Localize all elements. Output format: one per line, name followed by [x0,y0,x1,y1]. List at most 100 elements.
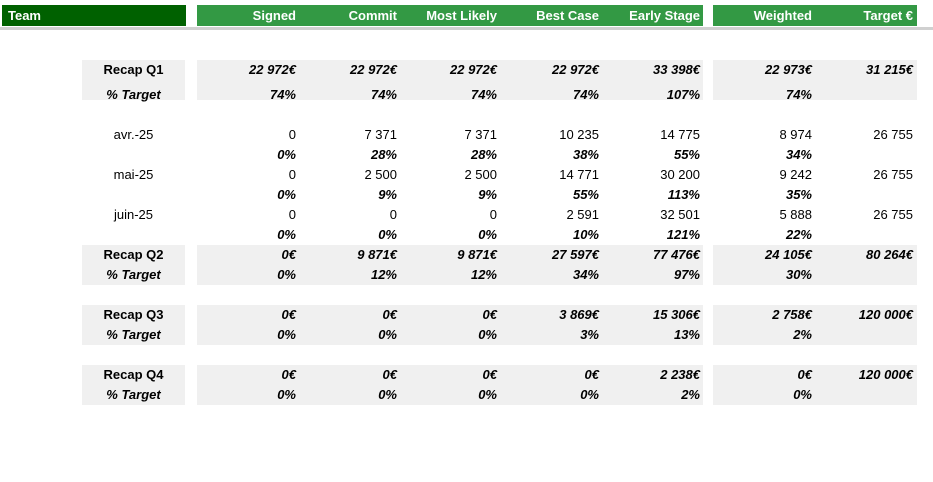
recap-band [713,245,917,285]
cell-most-likely: 9 871€ [457,247,497,262]
row-label: Recap Q1 [103,62,164,77]
cell-best-case: 74% [572,87,599,102]
cell-most-likely: 0% [478,227,497,242]
table-row: 0% 28% 28% 38% 55% 34% [0,145,933,165]
cell-best-case: 10% [572,227,599,242]
cell-target: 80 264€ [866,247,913,262]
row-label: mai-25 [113,167,154,182]
cell-most-likely: 0 [489,207,497,222]
cell-most-likely: 2 500 [464,167,497,182]
header-col-best-case: Best Case [536,8,599,23]
recap-band [82,305,185,345]
cell-signed: 0€ [281,367,296,382]
cell-signed: 0% [277,147,296,162]
cell-early-stage: 2 238€ [660,367,700,382]
cell-weighted: 8 974 [779,127,812,142]
header-team-label: Team [8,8,41,23]
cell-signed: 22 972€ [249,62,296,77]
header-col-early-stage: Early Stage [629,8,700,23]
recap-band [197,245,703,285]
row-label: Recap Q2 [103,247,164,262]
cell-most-likely: 22 972€ [450,62,497,77]
cell-early-stage: 55% [673,147,700,162]
cell-early-stage: 2% [681,387,700,402]
cell-target: 26 755 [873,127,913,142]
row-label: % Target [106,267,161,282]
cell-most-likely: 0% [478,327,497,342]
cell-signed: 0 [288,127,296,142]
cell-signed: 0% [277,387,296,402]
cell-early-stage: 15 306€ [653,307,700,322]
header-divider [0,27,933,30]
cell-best-case: 27 597€ [552,247,599,262]
table-row: Recap Q4 0€ 0€ 0€ 0€ 2 238€ 0€ 120 000€ [0,365,933,385]
cell-commit: 7 371 [364,127,397,142]
table-row: % Target 0% 12% 12% 34% 97% 30% [0,265,933,285]
row-label: Recap Q3 [103,307,164,322]
cell-commit: 2 500 [364,167,397,182]
cell-signed: 0 [288,207,296,222]
cell-signed: 0 [288,167,296,182]
cell-best-case: 0% [580,387,599,402]
cell-most-likely: 0€ [482,367,497,382]
cell-best-case: 0€ [584,367,599,382]
cell-early-stage: 77 476€ [653,247,700,262]
cell-best-case: 10 235 [559,127,599,142]
table-row: 0% 9% 9% 55% 113% 35% [0,185,933,205]
cell-weighted: 74% [785,87,812,102]
cell-weighted: 0% [793,387,812,402]
cell-weighted: 2 758€ [772,307,812,322]
cell-target: 26 755 [873,207,913,222]
cell-weighted: 5 888 [779,207,812,222]
recap-band [82,365,185,405]
cell-weighted: 2% [793,327,812,342]
cell-most-likely: 28% [470,147,497,162]
cell-best-case: 14 771 [559,167,599,182]
cell-best-case: 22 972€ [552,62,599,77]
cell-signed: 0% [277,227,296,242]
cell-commit: 9% [378,187,397,202]
recap-band [197,305,703,345]
cell-signed: 0€ [281,247,296,262]
cell-early-stage: 97% [673,267,700,282]
cell-best-case: 55% [572,187,599,202]
recap-band [713,60,917,100]
recap-band [82,245,185,285]
header-group-weighted [713,5,917,26]
cell-most-likely: 74% [470,87,497,102]
cell-best-case: 3 869€ [559,307,599,322]
cell-commit: 0€ [382,367,397,382]
cell-target: 26 755 [873,167,913,182]
recap-band [197,60,703,100]
cell-commit: 0 [389,207,397,222]
cell-weighted: 0€ [797,367,812,382]
cell-target: 120 000€ [858,367,913,382]
table-row: Recap Q1 22 972€ 22 972€ 22 972€ 22 972€ 33 3… [0,60,933,80]
cell-weighted: 35% [785,187,812,202]
cell-target: 31 215€ [866,62,913,77]
table-row: % Target 0% 0% 0% 0% 2% 0% [0,385,933,405]
cell-signed: 0% [277,267,296,282]
cell-best-case: 3% [580,327,599,342]
header-team: Team [2,5,186,26]
cell-most-likely: 12% [470,267,497,282]
header-col-commit: Commit [348,8,397,23]
cell-weighted: 30% [785,267,812,282]
recap-band [82,60,185,100]
cell-commit: 0% [378,227,397,242]
cell-best-case: 38% [572,147,599,162]
cell-early-stage: 32 501 [660,207,700,222]
cell-most-likely: 0% [478,387,497,402]
cell-commit: 22 972€ [350,62,397,77]
row-label: juin-25 [113,207,154,222]
recap-band [197,365,703,405]
cell-commit: 0% [378,387,397,402]
cell-commit: 0€ [382,307,397,322]
cell-early-stage: 30 200 [660,167,700,182]
cell-most-likely: 0€ [482,307,497,322]
table-row: avr.-25 0 7 371 7 371 10 235 14 775 8 974 26 75… [0,125,933,145]
cell-weighted: 9 242 [779,167,812,182]
cell-commit: 12% [370,267,397,282]
row-label: % Target [106,87,161,102]
table-row: Recap Q2 0€ 9 871€ 9 871€ 27 597€ 77 476€ 24 1… [0,245,933,265]
